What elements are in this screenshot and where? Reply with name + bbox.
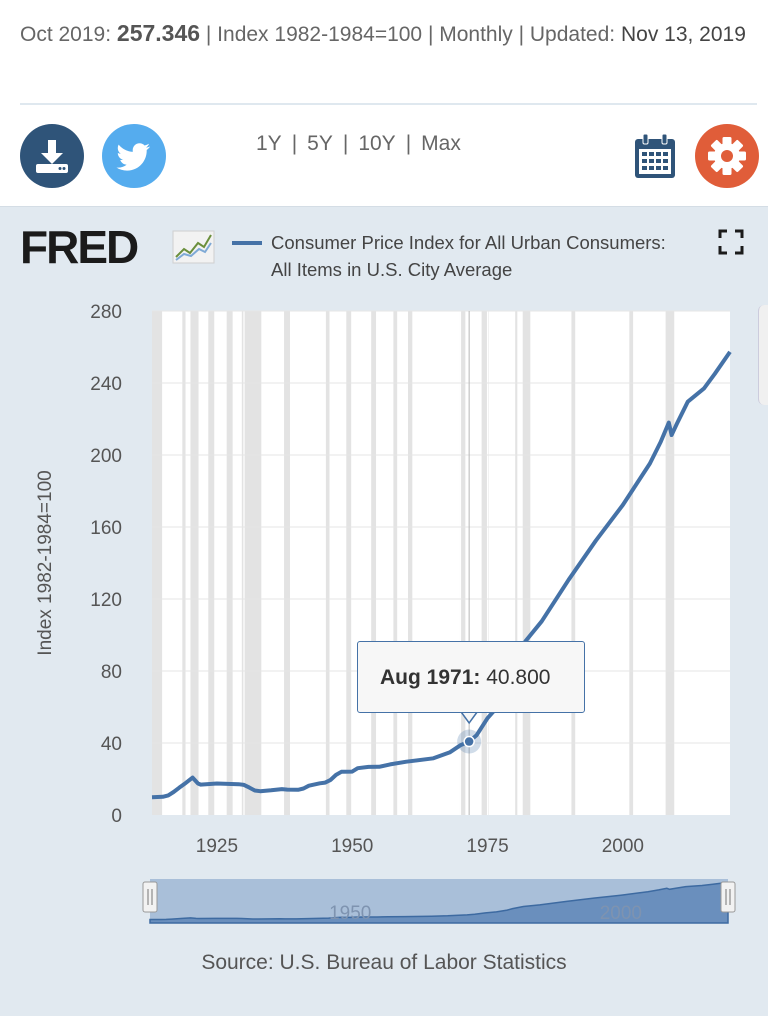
series-summary: Oct 2019: 257.346 | Index 1982-1984=100 … <box>20 16 750 52</box>
data-source: Source: U.S. Bureau of Labor Statistics <box>201 951 567 974</box>
y-tick-label: 0 <box>111 806 122 827</box>
recession-shading <box>152 311 163 815</box>
twitter-icon <box>116 143 151 171</box>
recession-shading <box>665 311 675 815</box>
navigator-right-handle[interactable] <box>720 881 736 913</box>
x-tick-label: 2000 <box>602 836 644 857</box>
tooltip-date: Aug 1971: <box>380 666 481 689</box>
navigator-label: 2000 <box>600 903 642 924</box>
chart-panel: FRED Consumer Price Index for All Urban … <box>0 206 768 1016</box>
recession-shading <box>629 311 634 815</box>
navigator-series-area <box>149 881 729 924</box>
recession-shading <box>393 311 398 815</box>
legend-series-swatch <box>232 241 262 245</box>
scroll-edge-handle[interactable] <box>758 305 768 405</box>
x-tick-label: 1925 <box>196 836 238 857</box>
plot-background <box>152 311 730 815</box>
cpi-series-line <box>151 350 732 800</box>
recession-shading <box>226 311 233 815</box>
x-tick-label: 1975 <box>466 836 508 857</box>
latest-value: 257.346 <box>116 20 201 46</box>
legend-label-line-2: All Items in U.S. City Average <box>271 259 513 280</box>
range-separator: | <box>291 132 298 155</box>
range-separator: | <box>342 132 349 155</box>
range-1y[interactable]: 1Y <box>256 132 282 155</box>
recession-shading <box>459 311 466 815</box>
y-tick-label: 160 <box>90 518 122 539</box>
y-tick-label: 80 <box>101 662 122 683</box>
fred-logo-text: FRED <box>20 225 138 269</box>
updated-date: Nov 13, 2019 <box>620 23 746 46</box>
recession-shading <box>346 311 352 815</box>
navigator-label: 1950 <box>329 903 371 924</box>
recession-shading <box>514 311 518 815</box>
cpi-line-chart: 0 40 80 120 160 200 240 280 1925 1950 1975 2000 Inde… <box>35 302 736 924</box>
calendar-icon <box>635 133 675 178</box>
y-tick-label: 240 <box>90 374 122 395</box>
recession-shading <box>189 311 199 815</box>
recession-shading <box>284 311 291 815</box>
recession-shading <box>522 311 531 815</box>
date-range-selector: 1Y | 5Y | 10Y | Max <box>256 132 461 156</box>
y-tick-label: 40 <box>101 734 122 755</box>
y-axis-label: Index 1982-1984=100 <box>35 470 56 655</box>
chart-tooltip: Aug 1971: 40.800 <box>357 641 585 713</box>
y-tick-label: 200 <box>90 446 122 467</box>
download-button[interactable] <box>20 124 84 188</box>
recession-shading <box>182 311 186 815</box>
legend-label-line-1: Consumer Price Index for All Urban Consu… <box>271 232 666 253</box>
fred-logo-graph-icon <box>172 230 215 264</box>
legend-series-label[interactable]: Consumer Price Index for All Urban Consu… <box>271 229 711 283</box>
recession-shading <box>241 311 262 815</box>
range-max[interactable]: Max <box>421 132 461 155</box>
recession-shading <box>371 311 377 815</box>
date-picker-button[interactable] <box>633 132 677 180</box>
chart-toolbar: 1Y | 5Y | 10Y | Max <box>0 120 768 192</box>
settings-button[interactable] <box>695 124 759 188</box>
download-icon <box>36 140 68 173</box>
tooltip-value: 40.800 <box>486 666 551 689</box>
latest-period: Oct 2019: <box>20 23 112 46</box>
fullscreen-icon[interactable] <box>718 229 744 255</box>
gear-icon <box>708 137 746 175</box>
hover-point-marker <box>463 735 475 748</box>
recession-shading <box>571 311 576 815</box>
twitter-share-button[interactable] <box>102 124 166 188</box>
range-5y[interactable]: 5Y <box>307 132 333 155</box>
recession-shading <box>407 311 413 815</box>
header-divider <box>20 103 757 105</box>
recession-shading <box>481 311 489 815</box>
tooltip-pointer <box>460 711 478 725</box>
navigator-left-handle[interactable] <box>142 881 158 913</box>
range-separator: | <box>405 132 412 155</box>
x-tick-label: 1950 <box>331 836 373 857</box>
y-tick-label: 120 <box>90 590 122 611</box>
range-10y[interactable]: 10Y <box>358 132 396 155</box>
recession-shading <box>325 311 330 815</box>
fred-logo: FRED <box>20 225 215 269</box>
recession-shading <box>208 311 215 815</box>
series-units-frequency: | Index 1982-1984=100 | Monthly | Update… <box>205 23 616 46</box>
y-tick-label: 280 <box>90 302 122 323</box>
